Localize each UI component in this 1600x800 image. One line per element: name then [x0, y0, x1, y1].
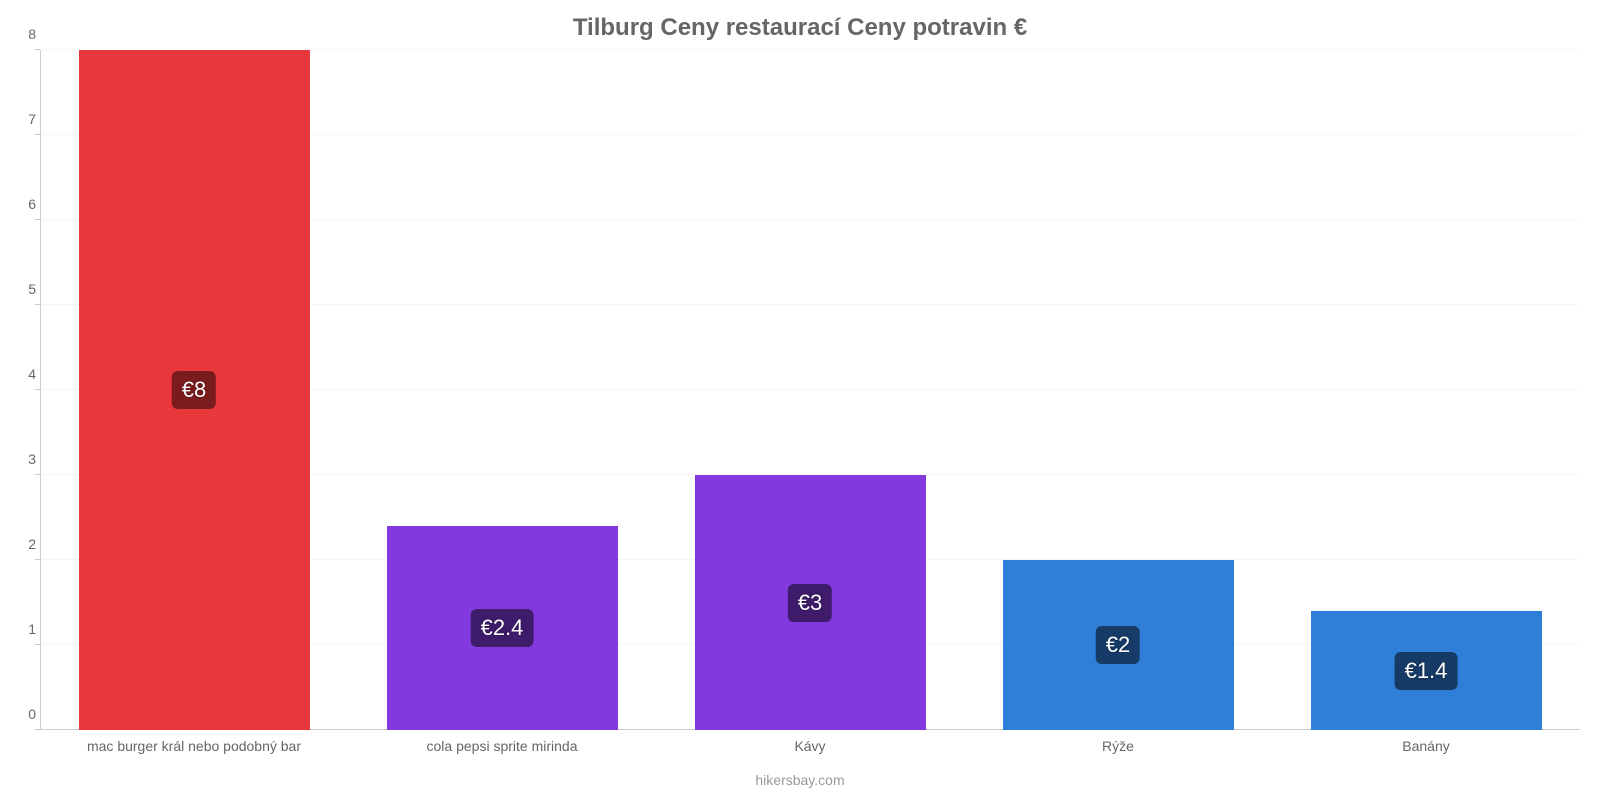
ytick-mark: [35, 49, 40, 50]
price-bar-chart: Tilburg Ceny restaurací Ceny potravin € …: [0, 0, 1600, 800]
ytick-label: 1: [12, 621, 36, 637]
ytick-label: 0: [12, 706, 36, 722]
bar: €1.4: [1311, 611, 1542, 730]
ytick-mark: [35, 729, 40, 730]
value-badge: €3: [788, 584, 832, 622]
xtick-label: Rýže: [1102, 738, 1134, 754]
value-badge: €2.4: [471, 609, 534, 647]
ytick-mark: [35, 559, 40, 560]
xtick-label: Banány: [1402, 738, 1449, 754]
ytick-mark: [35, 389, 40, 390]
ytick-mark: [35, 134, 40, 135]
xtick-label: Kávy: [794, 738, 825, 754]
bar: €2.4: [387, 526, 618, 730]
ytick-label: 5: [12, 281, 36, 297]
ytick-mark: [35, 474, 40, 475]
bar: €2: [1003, 560, 1234, 730]
value-badge: €1.4: [1395, 652, 1458, 690]
ytick-label: 2: [12, 536, 36, 552]
ytick-label: 4: [12, 366, 36, 382]
chart-credit: hikersbay.com: [0, 772, 1600, 788]
bar: €3: [695, 475, 926, 730]
bars-layer: €8 €2.4 €3 €2 €1.4: [40, 50, 1580, 730]
ytick-label: 3: [12, 451, 36, 467]
bar: €8: [79, 50, 310, 730]
ytick-label: 7: [12, 111, 36, 127]
ytick-mark: [35, 644, 40, 645]
xtick-label: mac burger král nebo podobný bar: [87, 738, 301, 754]
value-badge: €8: [172, 371, 216, 409]
xtick-label: cola pepsi sprite mirinda: [427, 738, 578, 754]
ytick-mark: [35, 304, 40, 305]
plot-area: €8€2.4€3€2€1.4 012345678mac burger král …: [40, 50, 1580, 730]
value-badge: €2: [1096, 626, 1140, 664]
ytick-label: 8: [12, 26, 36, 42]
ytick-label: 6: [12, 196, 36, 212]
chart-title: Tilburg Ceny restaurací Ceny potravin €: [0, 14, 1600, 42]
ytick-mark: [35, 219, 40, 220]
